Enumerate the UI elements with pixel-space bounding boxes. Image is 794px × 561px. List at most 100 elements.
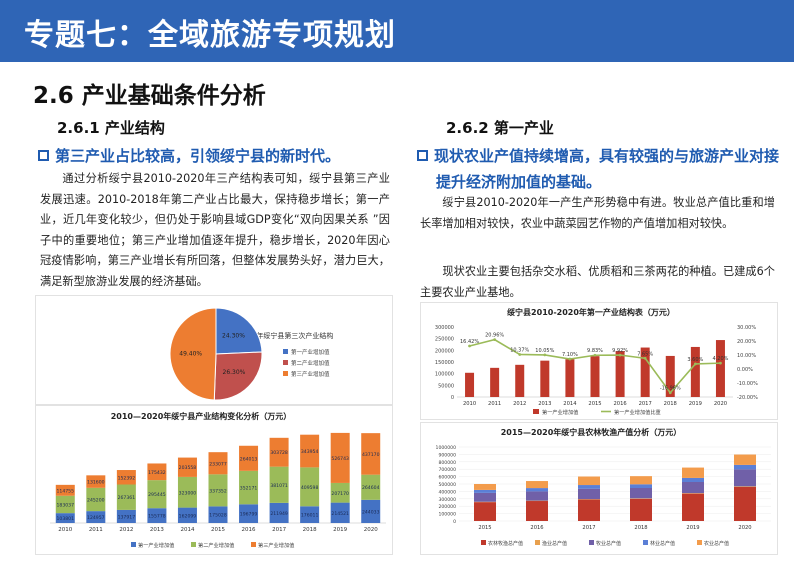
stack-bar-label: 214521 bbox=[331, 511, 349, 517]
x-tick-label: 2015 bbox=[588, 401, 601, 407]
stack-bar-segment bbox=[361, 499, 381, 523]
stack-bar-label: 245200 bbox=[87, 497, 105, 503]
left-axis-tick: 50000 bbox=[438, 383, 454, 389]
legend-swatch bbox=[533, 409, 539, 414]
x-tick-label: 2014 bbox=[180, 527, 194, 533]
pie-slice-1 bbox=[215, 307, 263, 355]
x-tick-label: 2016 bbox=[530, 525, 543, 531]
x-tick-label: 2010 bbox=[463, 401, 476, 407]
legend-label: 第二产业增加值 bbox=[291, 359, 330, 367]
stack-bar-segment bbox=[208, 452, 228, 475]
stack-bar-segment bbox=[269, 466, 289, 503]
left-bullet: 第三产业占比较高，引领绥宁县的新时代。 bbox=[38, 143, 398, 169]
x-tick-label: 2017 bbox=[272, 527, 286, 533]
stack-bar-label: 244033 bbox=[362, 509, 380, 515]
combo-line-point bbox=[693, 362, 697, 366]
x-tick-label: 2020 bbox=[738, 525, 751, 531]
stack-bar-label: 124957 bbox=[87, 515, 105, 521]
stack-bar-label: 114755 bbox=[56, 488, 74, 494]
combo-line-point bbox=[593, 353, 597, 357]
x-tick-label: 2012 bbox=[119, 527, 133, 533]
agri-bar-segment bbox=[734, 454, 756, 465]
right-axis-tick: 0.00% bbox=[737, 367, 753, 373]
legend-swatch bbox=[251, 542, 256, 547]
x-tick-label: 2020 bbox=[364, 527, 378, 533]
combo-chart: 绥宁县2010-2020年第一产业结构表（万元） 0 50000 100000 150… bbox=[435, 307, 758, 416]
pie-chart-panel: 2020年绥宁县第三次产业结构 24.30% 26.30% 49.40% 第一产业增… bbox=[35, 295, 393, 405]
pie-slice-3 bbox=[169, 307, 217, 401]
legend-label: 第三产业增加值 bbox=[291, 370, 330, 378]
legend-swatch bbox=[191, 542, 196, 547]
combo-bar bbox=[465, 372, 475, 397]
agri-bar-segment bbox=[734, 464, 756, 470]
agri-bar-segment bbox=[526, 488, 548, 492]
agri-bar-segment bbox=[682, 477, 704, 483]
combo-line-point bbox=[468, 344, 471, 348]
agri-bar-segment bbox=[526, 481, 548, 489]
pie-slice-label: 24.30% bbox=[222, 333, 245, 340]
combo-bar bbox=[540, 360, 550, 397]
combo-line-label: 10.05% bbox=[535, 348, 554, 354]
stack-bar-segment bbox=[208, 506, 228, 523]
legend-label: 牧业总产值 bbox=[596, 540, 621, 547]
combo-bar bbox=[715, 340, 725, 397]
left-axis-tick: 250000 bbox=[435, 337, 454, 343]
stack-bar-segment bbox=[361, 474, 381, 500]
right-axis-tick: 20.00% bbox=[737, 339, 756, 345]
stack-bar-segment bbox=[55, 495, 75, 514]
stack-bar-label: 175028 bbox=[209, 513, 227, 519]
agri-bar-segment bbox=[474, 492, 496, 502]
y-axis-tick: 800000 bbox=[438, 460, 456, 466]
checkbox-square-icon bbox=[417, 150, 428, 161]
right-bullet: 现状农业产值持续增高，具有较强的与旅游产业对接提升经济附加值的基础。 bbox=[417, 143, 782, 195]
stack-bar-label: 409598 bbox=[301, 485, 319, 491]
stack-bar-segment bbox=[86, 475, 106, 488]
combo-line-label: 9.92% bbox=[612, 348, 628, 354]
agri-title: 2015—2020年绥宁县农林牧渔产值分析（万元） bbox=[501, 427, 682, 437]
stack-bar-label: 343954 bbox=[301, 449, 319, 455]
stack-bar-label: 352171 bbox=[240, 486, 258, 492]
pie-slice-label: 49.40% bbox=[179, 351, 202, 358]
combo-line-label: 3.60% bbox=[687, 357, 703, 363]
stack-bar-segment bbox=[116, 509, 136, 523]
stack-bar-segment bbox=[55, 513, 75, 523]
combo-line-point bbox=[643, 356, 647, 360]
y-axis-tick: 100000 bbox=[438, 512, 456, 518]
right-axis-tick: -10.00% bbox=[737, 381, 758, 387]
legend-swatch bbox=[283, 360, 288, 365]
legend-label: 第一产业增加值 bbox=[542, 408, 578, 416]
x-tick-label: 2017 bbox=[639, 401, 652, 407]
combo-line-point bbox=[518, 353, 522, 356]
x-tick-label: 2019 bbox=[689, 401, 702, 407]
stack-bar-segment bbox=[86, 511, 106, 523]
header-banner: 专题七：全域旅游专项规划 bbox=[0, 0, 794, 62]
combo-bar bbox=[615, 351, 625, 397]
stack-bar-segment bbox=[300, 434, 320, 468]
y-axis-tick: 300000 bbox=[438, 497, 456, 503]
legend-label: 第一产业增加值比重 bbox=[614, 408, 661, 416]
stack-bar-segment bbox=[147, 480, 167, 509]
x-tick-label: 2016 bbox=[613, 401, 626, 407]
stack-bar-label: 183037 bbox=[56, 502, 74, 508]
stack-bar-label: 196799 bbox=[240, 512, 258, 518]
pie-title: 2020年绥宁县第三次产业结构 bbox=[239, 331, 334, 340]
agri-bar-segment bbox=[474, 489, 496, 493]
agri-bar-segment bbox=[734, 469, 756, 487]
combo-line-label: 16.42% bbox=[460, 339, 479, 345]
stack-bar-segment bbox=[147, 508, 167, 523]
x-tick-label: 2012 bbox=[513, 401, 526, 407]
combo-line-point bbox=[493, 338, 497, 342]
stack-bar-segment bbox=[269, 502, 289, 523]
pie-slice-2 bbox=[213, 351, 263, 401]
combo-line-point bbox=[668, 391, 672, 395]
right-axis-tick: -20.00% bbox=[737, 395, 758, 401]
stack-bar-segment bbox=[147, 463, 167, 481]
stack-bar-segment bbox=[300, 467, 320, 507]
combo-bar bbox=[690, 346, 700, 397]
combo-bar bbox=[565, 359, 575, 397]
combo-line-point bbox=[618, 353, 622, 357]
stack-bar-segment bbox=[330, 432, 350, 483]
stack-bar-segment bbox=[116, 470, 136, 485]
legend-swatch bbox=[589, 540, 594, 545]
left-heading: 2.6.1 产业结构 bbox=[57, 119, 165, 137]
